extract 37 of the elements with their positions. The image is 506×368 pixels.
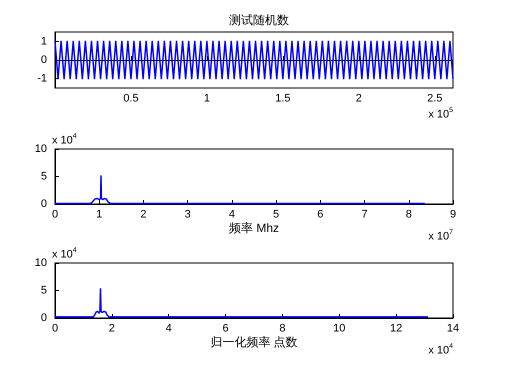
x-tick-label: 6 [222,322,229,334]
y-tick-label: 10 [34,143,47,155]
x-axis-title: 归一化频率 点数 [210,335,298,349]
x-tick-label: 0 [52,322,58,334]
x-tick-label: 2.5 [427,92,442,104]
y-tick-label: 0 [40,312,47,324]
x-tick-label: 7 [361,208,368,220]
chart-title: 测试随机数 [229,13,289,27]
x-tick-label: 1 [204,92,210,104]
line-series [54,175,426,204]
x-tick-label: 12 [390,322,402,334]
x-tick-label: 1.5 [275,92,291,104]
x-tick-label: 5 [273,208,280,220]
x-tick-label: 2 [140,208,147,220]
x-tick-label: 4 [228,208,235,220]
x-tick-label: 8 [406,208,412,220]
line-series [54,288,428,318]
y-tick-label: 1 [40,35,47,48]
x-tick-label: 4 [166,322,172,334]
x-tick-label: 6 [317,208,324,220]
x-tick-label: 2 [108,322,115,334]
y-tick-label: 0 [40,54,47,66]
x-tick-label: 1 [96,208,102,220]
x-tick-label: 10 [333,322,346,334]
x-tick-label: 0 [52,208,58,220]
y-tick-label: 5 [40,170,47,182]
x-tick-label: 2 [356,92,362,104]
x-tick-label: 3 [184,208,191,220]
y-tick-label: 5 [40,284,47,296]
x-tick-label: 9 [450,208,456,220]
y-tick-label: 10 [34,257,47,269]
y-tick-label: -1 [37,72,47,85]
y-tick-label: 0 [40,198,47,210]
x-tick-label: 0.5 [123,92,139,104]
x-tick-label: 14 [446,322,460,334]
x-axis-title: 频率 Mhz [228,221,280,235]
x-tick-label: 8 [279,322,286,334]
